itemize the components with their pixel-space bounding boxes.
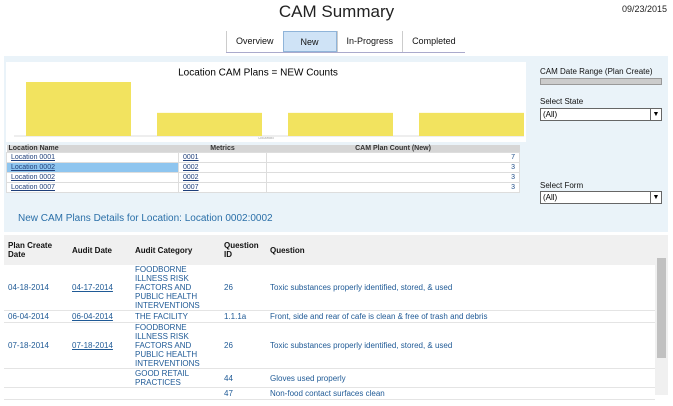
table-row[interactable]: Location 0007 0007 3 [6, 182, 520, 193]
tab[interactable]: Completed [402, 31, 465, 52]
page-title: CAM Summary [278, 2, 395, 21]
report-date: 09/23/2015 [621, 4, 667, 14]
table-cell[interactable]: 06-04-2014 [68, 310, 131, 323]
filter-label: Select Form [540, 181, 584, 190]
state-select[interactable]: (All) ▼ [540, 108, 662, 121]
table-row: Employee Systems &F.01Station set with e… [4, 399, 655, 400]
table-cell: Gloves used properly [266, 368, 655, 388]
table-cell: 0002 [178, 162, 267, 173]
date-slider[interactable] [540, 78, 662, 85]
table-cell: 3 [266, 162, 520, 173]
select-value: (All) [543, 110, 558, 119]
table-cell: 0002 [178, 172, 267, 183]
details-area: Plan Create Date Audit Date Audit Category… [4, 235, 655, 400]
table-row[interactable]: Location 0002 0002 3 [6, 172, 520, 183]
filter-label: CAM Date Range (Plan Create) [540, 67, 653, 76]
filter-label: Select State [540, 97, 584, 106]
chart-area: Location CAM Plans = NEW Counts LOCATION [6, 62, 526, 142]
tab[interactable]: Overview [226, 31, 283, 52]
cell-link[interactable]: 0001 [183, 154, 199, 161]
table-cell: 47 [220, 387, 266, 400]
tab-bar: Overview New In-Progress Completed [226, 31, 465, 53]
table-row: 04-18-2014 04-17-2014 FOODBORNE ILLNESS RI… [4, 265, 655, 311]
table-cell: 3 [266, 172, 520, 183]
details-table: Plan Create Date Audit Date Audit Category… [4, 235, 655, 400]
column-header: Location Name [6, 145, 179, 153]
table-cell: Toxic substances properly identified, st… [266, 265, 655, 311]
column-header: Question [266, 235, 655, 265]
table-cell: 3 [266, 182, 520, 193]
cell-link[interactable]: 0007 [183, 184, 199, 191]
table-cell: 44 [220, 368, 266, 388]
table-cell: 04-18-2014 [4, 265, 68, 311]
table-cell[interactable] [68, 368, 131, 388]
column-header: CAM Plan Count (New) [266, 145, 520, 153]
cell-link[interactable]: Location 0002 [11, 164, 55, 171]
cell-link[interactable]: Location 0007 [11, 184, 55, 191]
tab[interactable]: In-Progress [336, 31, 403, 52]
table-cell: 07-18-2014 [4, 322, 68, 369]
form-select[interactable]: (All) ▼ [540, 191, 662, 204]
column-header: Metrics [178, 145, 267, 153]
table-cell: 26 [220, 265, 266, 311]
bar [26, 82, 131, 136]
table-row: GOOD RETAIL PRACTICES 44 Gloves used prope… [4, 368, 655, 388]
table-cell: Location 0001 [6, 152, 179, 163]
table-cell [131, 387, 220, 400]
column-header: Question ID [220, 235, 266, 265]
column-header: Plan Create Date [4, 235, 68, 265]
table-cell [4, 399, 68, 400]
cell-link[interactable]: 0002 [183, 164, 199, 171]
table-cell: Location 0007 [6, 182, 179, 193]
x-axis-label: LOCATION [258, 136, 273, 140]
cell-link[interactable]: 0002 [183, 174, 199, 181]
column-header: Audit Category [131, 235, 220, 265]
cell-link[interactable]: Location 0002 [11, 174, 55, 181]
dropdown-arrow: ▼ [650, 192, 661, 203]
table-cell: Toxic substances properly identified, st… [266, 322, 655, 369]
chart: Location CAM Plans = NEW Counts LOCATION [14, 68, 524, 140]
table-row: 07-18-2014 07-18-2014 FOODBORNE ILLNESS RI… [4, 322, 655, 369]
table-cell: Front, side and rear of cafe is clean & … [266, 310, 655, 323]
table-cell[interactable] [68, 399, 131, 400]
bar [157, 112, 262, 136]
table-cell: 06-04-2014 [4, 310, 68, 323]
table-cell: Location 0002 [6, 172, 179, 183]
table-cell: 1.1.1a [220, 310, 266, 323]
table-row: 06-04-2014 06-04-2014 THE FACILITY 1.1.1a Fr… [4, 310, 655, 323]
table-cell [4, 387, 68, 400]
tab[interactable]: New [282, 31, 337, 52]
bar [288, 112, 393, 136]
column-header: Audit Date [68, 235, 131, 265]
table-cell: F.01 [220, 399, 266, 400]
table-cell: Location 0002 [6, 162, 179, 173]
table-cell: Station set with equipment list items pr… [266, 399, 655, 400]
table-row: 47 Non-food contact surfaces clean [4, 387, 655, 400]
table-cell: 7 [266, 152, 520, 163]
table-cell: FOODBORNE ILLNESS RISK FACTORS AND PUBLI… [131, 265, 220, 311]
table-row[interactable]: Location 0002 0002 3 [6, 162, 520, 173]
table-cell: Employee Systems & [131, 399, 220, 400]
cell-link[interactable]: Location 0001 [11, 154, 55, 161]
table-cell: GOOD RETAIL PRACTICES [131, 368, 220, 388]
table-cell: FOODBORNE ILLNESS RISK FACTORS AND PUBLI… [131, 322, 220, 369]
table-cell: 0001 [178, 152, 267, 163]
table-cell[interactable]: 04-17-2014 [68, 265, 131, 311]
table-row[interactable]: Location 0001 0001 7 [6, 152, 520, 163]
table-cell: 0007 [178, 182, 267, 193]
table-cell [4, 368, 68, 388]
location-table: Location Name Metrics CAM Plan Count (New)… [6, 145, 520, 193]
chart-title: Location CAM Plans = NEW Counts [178, 68, 338, 79]
table-cell[interactable] [68, 387, 131, 400]
scroll-thumb[interactable] [657, 258, 666, 358]
table-cell: Non-food contact surfaces clean [266, 387, 655, 400]
select-value: (All) [543, 193, 558, 202]
table-cell: THE FACILITY [131, 310, 220, 323]
table-cell[interactable]: 07-18-2014 [68, 322, 131, 369]
dropdown-arrow: ▼ [650, 109, 661, 120]
details-title: New CAM Plans Details for Location: Loca… [18, 213, 273, 224]
table-cell: 26 [220, 322, 266, 369]
bar [419, 112, 524, 136]
